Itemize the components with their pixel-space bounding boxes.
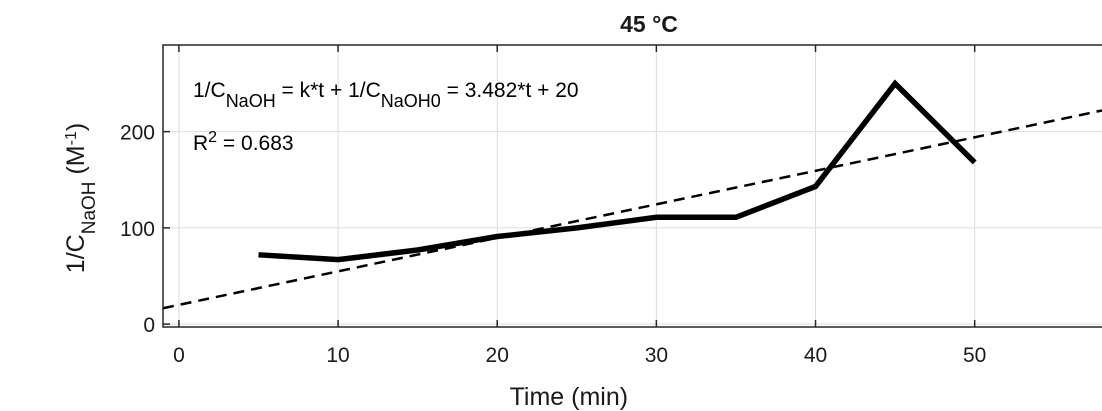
y-axis-label-sub: NaOH [79, 181, 100, 234]
series-layer [162, 79, 1102, 310]
y-axis-label-unit-sup: -1 [63, 131, 80, 145]
x-tick-label: 0 [173, 344, 185, 367]
y-tick-label: 100 [120, 218, 155, 241]
y-axis-label-close: ) [62, 123, 90, 131]
chart-title: 45 °C [620, 11, 678, 37]
x-tick-label: 30 [645, 344, 668, 367]
x-tick-label: 20 [486, 344, 509, 367]
x-axis-label: Time (min) [510, 383, 629, 411]
x-tick-label: 40 [804, 344, 827, 367]
fit-line [162, 109, 1102, 310]
y-axis-label-unit: (M [62, 145, 90, 181]
x-tick-label: 10 [326, 344, 349, 367]
y-tick-label: 200 [120, 122, 155, 145]
y-axis-label: 1/CNaOH (M-1) [62, 123, 100, 273]
data-series-line [258, 79, 977, 263]
axes-frame [162, 44, 1102, 328]
y-axis-label-main: 1/C [62, 234, 90, 273]
ticks: 0 10 20 30 40 50 0 100 200 [120, 45, 986, 367]
y-tick-label: 0 [143, 314, 155, 337]
fit-equation-annotation: 1/CNaOH = k*t + 1/CNaOH0 = 3.482*t + 20 [193, 79, 579, 111]
r-squared-annotation: R2 = 0.683 [193, 129, 294, 156]
x-tick-label: 50 [963, 344, 986, 367]
